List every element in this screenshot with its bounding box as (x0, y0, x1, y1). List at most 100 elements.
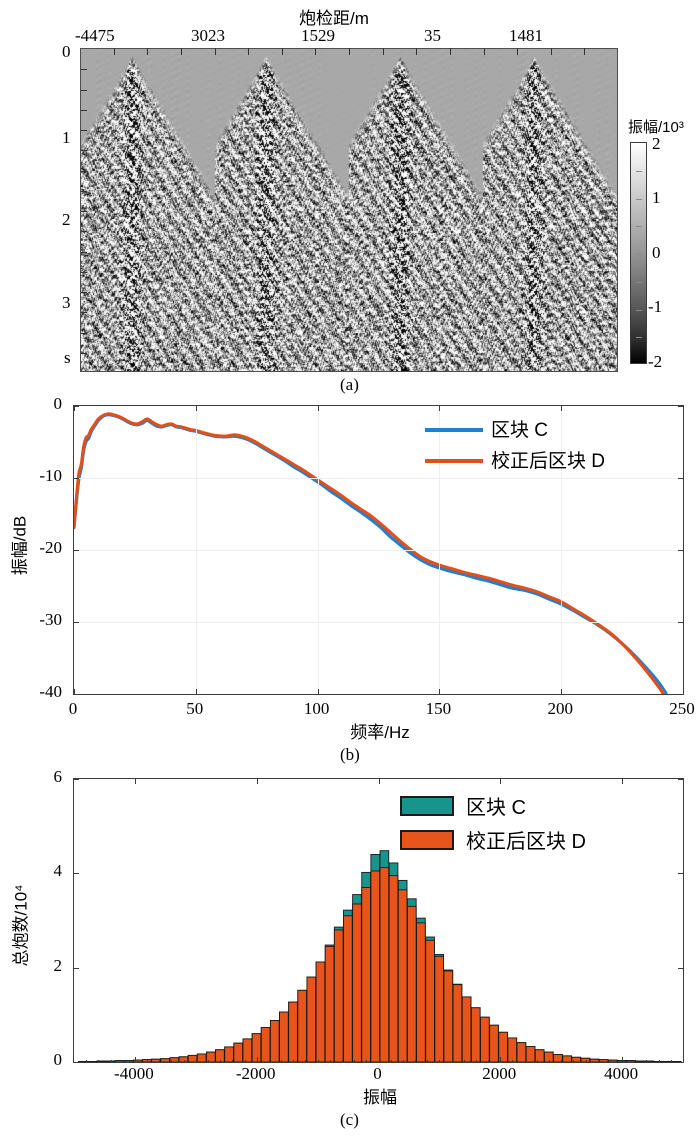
panel-c-bar (233, 1042, 244, 1062)
panel-c-bars (78, 850, 682, 1062)
panel-a-axis-title: 炮检距/m (299, 9, 369, 28)
panel-c-xtick-minor (244, 1060, 246, 1062)
panel-c-xtick-minor (207, 1060, 209, 1062)
panel-a-ytick-0: 0 (62, 42, 71, 61)
panel-a-xtick-mark (180, 48, 182, 55)
panel-a-xtick-mark (584, 48, 586, 55)
panel-c-ytick-label-2: 4 (53, 861, 63, 881)
panel-a-seismic-image (80, 48, 618, 372)
colorbar-tick-0: 2 (652, 134, 661, 153)
colorbar-tick-2: 0 (652, 243, 661, 262)
panel-c-xtick-minor (268, 1060, 270, 1062)
panel-c-bar (598, 1059, 609, 1062)
panel-a-xtick-1: 3023 (191, 26, 225, 45)
panel-c-bar (489, 1024, 499, 1062)
panel-c-xtick-minor (524, 1060, 526, 1062)
panel-c-bar (269, 1020, 280, 1062)
colorbar-title: 振幅/10³ (628, 119, 684, 136)
panel-c-xtick-minor (646, 1060, 648, 1062)
panel-c-xtick-minor (561, 1060, 563, 1062)
panel-c-bar (306, 976, 317, 1062)
panel-c-ytick-label-0: 0 (53, 1050, 63, 1069)
legend-c-row-1[interactable]: 校正后区块 D (400, 824, 640, 858)
panel-a-ytick-mark (81, 292, 87, 293)
seismic-canvas (81, 49, 617, 371)
panel-b-gridline-h (74, 550, 683, 551)
panel-c-xtick-mark-top (256, 779, 258, 784)
panel-a-ytick-2: 2 (62, 210, 71, 229)
panel-c-legend[interactable]: 区块 C 校正后区块 D (400, 790, 640, 862)
panel-b-xtick-mark-top (317, 405, 319, 411)
panel-c-xtick-mark (134, 1057, 136, 1062)
panel-c-xtick-minor (171, 1060, 173, 1062)
panel-c-xtick-minor (475, 1060, 477, 1062)
panel-a-ytick-mark (81, 231, 87, 233)
panel-a-ytick-mark (81, 69, 87, 71)
panel-a-ytick-mark (81, 332, 87, 334)
panel-a-xtick-mark (349, 48, 350, 55)
panel-c-bar (397, 889, 408, 1062)
panel-a-xtick-mark (550, 48, 552, 55)
panel-a-ytick-mark (81, 251, 87, 253)
panel-c-ytick-label-3: 6 (53, 767, 63, 786)
panel-c-bar (562, 1055, 572, 1062)
panel-c-xtick-minor (585, 1060, 587, 1062)
panel-c-xtick-minor (451, 1060, 453, 1062)
panel-a-xtick-mark (449, 48, 451, 55)
panel-c-bar (480, 1016, 490, 1062)
panel-c-xtick-minor (512, 1060, 514, 1062)
panel-a-xtick-2: 1529 (301, 26, 335, 45)
panel-b-xtick-mark-top (683, 405, 684, 411)
panel-c-xtick-minor (427, 1060, 429, 1062)
panel-c-xtick-minor (220, 1060, 222, 1062)
panel-c-xtick-minor (500, 1060, 502, 1062)
panel-c-bar (416, 922, 426, 1062)
panel-c-ytick-mark (74, 873, 79, 875)
legend-c-row-0[interactable]: 区块 C (400, 790, 640, 824)
panel-b-xtick-label-2: 100 (303, 699, 330, 718)
panel-c-bar (452, 984, 463, 1062)
panel-a-y-unit: s (64, 348, 71, 367)
panel-c-xtick-label-0: -4000 (114, 1064, 154, 1083)
panel-c-xtick-minor (390, 1060, 392, 1062)
panel-c-ytick-mark-right (678, 1062, 684, 1063)
panel-c-xtick-mark (256, 1057, 258, 1062)
panel-c-ytick-mark (74, 779, 79, 780)
panel-b-gridline-h (74, 478, 683, 479)
panel-c-ytick-mark (73, 1062, 79, 1063)
panel-a-xtick-mark (517, 48, 519, 55)
panel-c-xtick-minor (634, 1060, 636, 1062)
colorbar-tick-4: -2 (648, 352, 663, 371)
panel-b-xtick-mark (317, 689, 319, 695)
panel-b-xtick-label-0: 0 (68, 699, 78, 718)
panel-c-xtick-minor (439, 1060, 441, 1062)
panel-c-ytick-mark (74, 967, 79, 969)
colorbar-tick-1: 1 (652, 188, 661, 207)
panel-c-xtick-minor (378, 1060, 380, 1062)
colorbar-tick-mark (636, 254, 642, 255)
panel-a-ytick-3: 3 (62, 293, 71, 312)
panel-c-xtick-minor (670, 1060, 672, 1062)
panel-c-ytick-mark-right (678, 967, 683, 969)
panel-c-bar (279, 1011, 289, 1062)
legend-b-row-0[interactable]: 区块 C (425, 415, 630, 446)
legend-b-label-0: 区块 C (491, 420, 549, 441)
panel-c-xtick-minor (232, 1060, 234, 1062)
panel-b-xtick-mark-top (195, 405, 197, 411)
panel-c-xtick-minor (256, 1060, 258, 1062)
panel-a-ytick-mark (81, 271, 87, 273)
colorbar-tick-mark (636, 309, 642, 311)
panel-a-ytick-mark (81, 190, 87, 192)
legend-c-label-0: 区块 C (466, 797, 526, 819)
panel-b-xtick-label-1: 50 (186, 699, 204, 718)
panel-c-xtick-mark-top (622, 779, 624, 784)
panel-c-xtick-minor (597, 1060, 599, 1062)
panel-b-xtick-label-4: 200 (547, 699, 573, 718)
panel-b-legend[interactable]: 区块 C 校正后区块 D (425, 415, 630, 477)
legend-b-row-1[interactable]: 校正后区块 D (425, 446, 630, 477)
panel-a-xtick-marks (80, 48, 618, 55)
panel-b-xtick-mark (439, 689, 441, 695)
panel-a-xtick-mark (416, 48, 418, 55)
panel-b-ytick-mark (73, 550, 79, 551)
panel-c-xtick-minor (341, 1060, 343, 1062)
